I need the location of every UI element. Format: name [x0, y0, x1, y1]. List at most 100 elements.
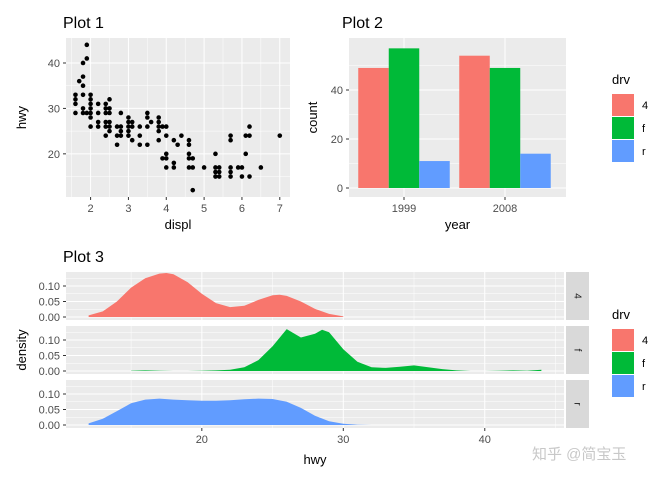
scatter-point [171, 137, 177, 143]
scatter-point [88, 92, 93, 98]
scatter-point [156, 128, 162, 134]
scatter-point [247, 124, 252, 129]
plot1-y-tick-label: 20 [48, 149, 60, 161]
plot3-legend-label-r: r [642, 381, 646, 393]
scatter-point [258, 165, 264, 170]
scatter-point [80, 83, 86, 88]
plot3-x-tick-label: 30 [337, 434, 349, 446]
scatter-point [73, 110, 78, 116]
scatter-point [118, 124, 124, 129]
scatter-point [228, 137, 233, 143]
scatter-point [186, 142, 192, 148]
scatter-point [228, 165, 233, 170]
plot3-legend-key-r [612, 375, 634, 397]
scatter-point [235, 165, 241, 170]
scatter-point [95, 124, 101, 129]
scatter-point [118, 110, 124, 116]
scatter-point [239, 174, 245, 179]
scatter-point [171, 165, 177, 170]
plot2-y-tick-label: 0 [337, 183, 343, 195]
facet-strip-f [566, 326, 589, 374]
scatter-point [156, 137, 162, 143]
scatter-point [84, 42, 90, 48]
scatter-point [216, 169, 222, 175]
scatter-point [95, 101, 101, 107]
scatter-point [114, 142, 120, 148]
scatter-point [107, 124, 112, 129]
plot3-y-tick-label: 0.05 [39, 297, 60, 309]
scatter-point [107, 119, 112, 125]
scatter-point [228, 174, 233, 179]
scatter-point [145, 124, 150, 129]
scatter-point [137, 142, 143, 148]
scatter-point [179, 133, 184, 138]
plot3-x-tick-label: 40 [479, 434, 491, 446]
scatter-point [73, 101, 78, 107]
scatter-point [137, 124, 143, 129]
plot3-legend-title: drv [612, 307, 631, 322]
scatter-point [84, 110, 90, 116]
plot2-legend-key-r [612, 140, 634, 162]
scatter-point [103, 119, 109, 125]
scatter-point [156, 119, 162, 125]
bar-2008-drv-4 [459, 55, 490, 189]
scatter-point [213, 169, 218, 175]
bar-1999-drv-r [419, 161, 450, 188]
plot3-title: Plot 3 [63, 249, 104, 266]
plot3-y-tick-label: 0.00 [39, 312, 60, 324]
facet-strip-label-f: f [572, 349, 583, 352]
scatter-point [239, 165, 245, 170]
density-area-f [131, 329, 542, 371]
scatter-point [163, 165, 169, 170]
facet-strip-4 [566, 272, 589, 320]
plot2-title: Plot 2 [342, 15, 383, 32]
plot1-x-tick-label: 3 [125, 203, 131, 215]
scatter-point [190, 156, 196, 161]
scatter-point [137, 133, 143, 138]
plot2-legend-label-f: f [642, 123, 646, 135]
plot3-x-tick-label: 20 [196, 434, 208, 446]
plot1-panel [66, 38, 290, 197]
plot1-x-axis-title: displ [165, 217, 192, 232]
scatter-point [148, 119, 154, 125]
facet-strip-label-r: r [572, 402, 583, 406]
scatter-point [216, 165, 222, 170]
plot3-legend-key-4 [612, 329, 634, 351]
plot3-legend-label-4: 4 [642, 335, 648, 347]
scatter-point [88, 106, 93, 111]
scatter-point [107, 97, 112, 102]
plot1-x-tick-label: 6 [239, 203, 245, 215]
scatter-point [129, 119, 135, 125]
scatter-point [80, 74, 86, 79]
bar-2008-drv-f [489, 67, 521, 188]
scatter-point [190, 165, 196, 170]
plot3-y-tick-label: 0.00 [39, 366, 60, 378]
facet-strip-r [566, 380, 589, 428]
plot2-y-tick-label: 20 [331, 134, 343, 146]
scatter-point [156, 124, 162, 129]
plot2-legend-key-4 [612, 94, 634, 116]
scatter-point [118, 133, 124, 138]
bar-2008-drv-r [520, 153, 551, 188]
scatter-point [126, 115, 131, 120]
plot3-legend-key-f [612, 352, 634, 374]
scatter-point [88, 124, 93, 129]
scatter-point [247, 133, 252, 138]
scatter-point [186, 137, 192, 143]
bar-1999-drv-f [388, 48, 420, 188]
plot2-legend-key-f [612, 117, 634, 139]
scatter-point [247, 174, 252, 179]
bar-1999-drv-4 [358, 67, 389, 188]
scatter-point [213, 165, 218, 170]
scatter-point [95, 110, 101, 116]
plot1-x-tick-label: 7 [277, 203, 283, 215]
scatter-point [277, 133, 283, 138]
scatter-point [145, 115, 150, 120]
facet-strip-label-4: 4 [572, 293, 583, 299]
density-area-4 [88, 273, 344, 317]
scatter-point [163, 133, 169, 138]
plot2-legend-label-r: r [642, 146, 646, 158]
plot3-y-tick-label: 0.05 [39, 405, 60, 417]
scatter-point [103, 101, 109, 107]
scatter-point [145, 142, 150, 148]
